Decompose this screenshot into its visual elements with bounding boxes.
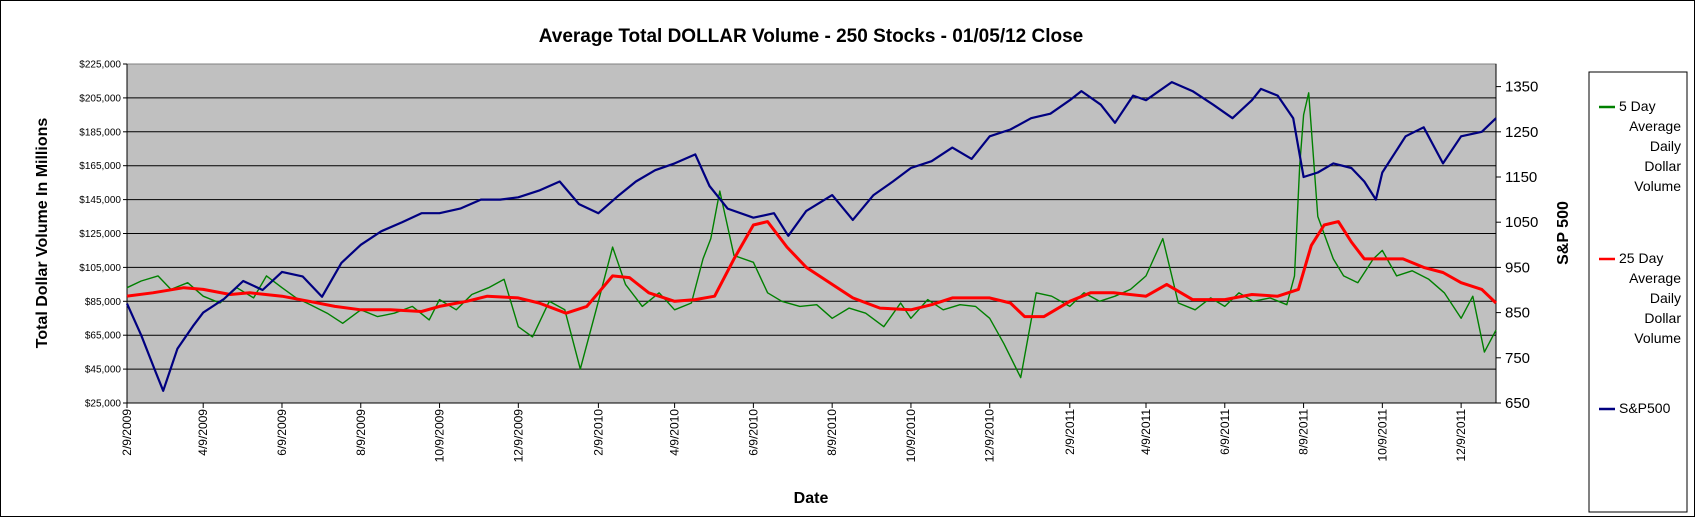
y2-tick-label: 850 [1505,305,1530,322]
x-tick-label: 8/9/2009 [354,409,368,456]
legend-label: Volume [1634,178,1681,194]
y-tick-label: $45,000 [85,365,122,376]
y-axis-right: 650 750 850 950 1050 1150 1250 1350 [1495,64,1538,412]
y-tick-label: $205,000 [79,93,121,104]
y-tick-label: $65,000 [85,331,122,342]
legend-label: Daily [1650,290,1681,306]
y-tick-label: $25,000 [85,399,122,410]
x-tick-label: 8/9/2011 [1297,409,1311,455]
legend-label: Average [1629,118,1681,134]
x-tick-label: 4/9/2010 [668,409,682,456]
series-line-2 [126,220,1498,319]
y-axis-title: Total Dollar Volume In Millions [34,118,51,349]
x-tick-label: 2/9/2009 [120,409,134,456]
legend-label: Volume [1634,330,1681,346]
x-tick-label: 12/9/2010 [983,409,997,463]
x-axis: 2/9/2009 4/9/2009 6/9/2009 8/9/2009 10/9/200… [120,402,1496,463]
y-tick-label: $105,000 [79,263,121,274]
legend-label: 25 Day [1619,250,1663,266]
y2-tick-label: 1150 [1505,169,1537,186]
series-lines [125,80,1498,392]
y-tick-label: $225,000 [79,60,121,71]
x-tick-label: 6/9/2011 [1218,409,1232,455]
x-tick-label: 10/9/2010 [904,409,918,463]
gridlines [127,97,1496,370]
y2-tick-label: 650 [1505,395,1530,412]
y2-tick-label: 750 [1505,350,1530,367]
y2-tick-label: 1250 [1505,124,1538,141]
x-tick-label: 10/9/2011 [1375,409,1389,462]
legend-label: Daily [1650,138,1681,154]
x-tick-label: 2/9/2011 [1063,409,1077,455]
legend-label: Dollar [1644,310,1681,326]
x-axis-title: Date [794,490,829,507]
x-tick-label: 2/9/2010 [591,409,605,456]
legend-label: Average [1629,270,1681,286]
y2-axis-title: S&P 500 [1555,201,1572,265]
x-tick-label: 12/9/2009 [511,409,525,463]
legend-label: S&P500 [1619,400,1671,416]
x-tick-label: 4/9/2009 [196,409,210,456]
legend: 5 Day Average Daily Dollar Volume 25 Day Avera… [1599,98,1681,416]
legend-box [1588,71,1688,513]
x-tick-label: 12/9/2011 [1454,409,1468,462]
legend-label: Dollar [1644,158,1681,174]
chart-title: Average Total DOLLAR Volume - 250 Stocks… [539,26,1084,47]
legend-entry-3: S&P500 [1599,400,1671,416]
y-tick-label: $125,000 [79,229,121,240]
legend-entry-2: 25 Day Average Daily Dollar Volume [1599,250,1681,346]
x-tick-label: 6/9/2010 [746,409,760,456]
x-tick-label: 8/9/2010 [825,409,839,456]
y-tick-label: $85,000 [85,297,122,308]
legend-entry-1: 5 Day Average Daily Dollar Volume [1599,98,1681,194]
series-line-3 [125,80,1497,392]
y2-tick-label: 950 [1505,259,1530,276]
series-line-1 [126,92,1497,379]
legend-label: 5 Day [1619,98,1656,114]
y2-tick-label: 1350 [1505,79,1538,96]
y-tick-label: $185,000 [79,127,121,138]
y2-tick-label: 1050 [1505,214,1538,231]
x-tick-label: 4/9/2011 [1139,409,1153,455]
y-axis-left: $25,000 $45,000 $65,000 $85,000 $105,000 $125… [79,60,128,410]
y-tick-label: $145,000 [79,195,121,206]
x-tick-label: 6/9/2009 [275,409,289,456]
x-tick-label: 10/9/2009 [433,409,447,463]
y-tick-label: $165,000 [79,161,121,172]
